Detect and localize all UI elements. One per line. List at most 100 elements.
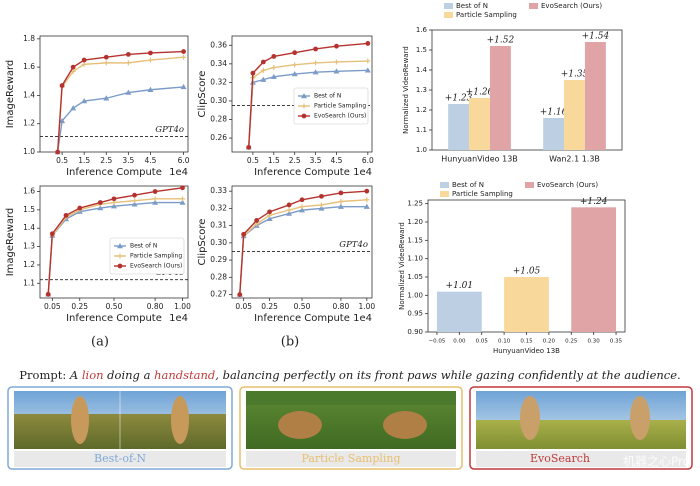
point [291,71,298,77]
point [338,199,344,205]
value-label: +1.26 [466,88,494,98]
point [250,70,256,76]
watermark: 机器之心Pro [623,455,690,469]
point [103,60,109,66]
value-label: +1.35 [561,70,589,80]
reference-label: GPT4o [155,125,184,135]
point [260,67,266,73]
y-tick-label: 0.30 [210,238,227,247]
point [246,144,252,150]
panel-label: EvoSearch [530,452,590,465]
panel-label: Best-of-N [94,452,146,465]
point [337,203,344,209]
prompt-text: , balancing perfectly on its front paws … [215,368,680,382]
point [125,51,131,57]
legend-label: Best of N [314,93,341,100]
legend-label: EvoSearch (Ours) [130,263,182,270]
point [286,207,292,213]
point [319,193,324,199]
label-strip [246,451,456,467]
x-tick-label: 3.5 [122,156,134,165]
point [271,65,277,71]
x-offset-label: 1e4 [169,313,188,324]
y-tick-label: 1.4 [416,66,428,74]
y-tick-label: 0.36 [210,40,227,49]
x-tick-label: HunyuanVideo 13B [441,155,518,164]
label-strip [14,451,226,467]
point [292,50,298,56]
panel-images [7,386,693,470]
y-tick-label: 1.3 [416,86,427,94]
y-tick-label: 0.28 [210,272,227,281]
x-tick-label: 4.5 [144,156,156,165]
y-tick-label: 1.2 [23,119,35,128]
point [148,50,153,56]
point [117,253,123,259]
legend-label: Particle Sampling [130,253,182,260]
series-line [56,86,184,153]
point [97,200,103,205]
y-tick-label: 1.0 [416,146,427,154]
point [81,98,88,104]
bar [504,277,549,332]
point [270,73,277,80]
x-tick-label: 0.80 [333,302,350,311]
point [333,59,339,65]
value-label: +1.05 [513,267,541,277]
point [286,210,293,216]
point [301,113,307,119]
point [117,263,123,269]
prompt-highlight: handstand [154,368,215,382]
point [97,205,104,211]
y-tick-label: 1.15 [407,236,423,244]
bar [584,42,606,150]
point [333,68,340,74]
x-axis-label: Inference Compute [254,167,350,178]
x-tick-label: 0.00 [453,339,466,345]
point [147,86,154,92]
point [318,202,324,208]
point [301,93,307,99]
point [318,205,325,211]
reference-label: GPT4o [339,240,368,250]
x-tick-label: 0.30 [588,339,601,345]
y-tick-label: 1.1 [416,126,427,134]
x-tick-label: 0.5 [56,156,68,165]
y-tick-label: 1.6 [23,62,35,71]
x-tick-label: 0.20 [543,339,556,345]
x-axis-label: Inference Compute [66,313,162,324]
point [299,204,305,210]
point [81,57,87,63]
point [254,218,260,223]
point [286,202,292,208]
x-tick-label: 0.35 [610,339,623,345]
plot-frame [39,35,189,153]
x-tick-label: 0.15 [520,339,533,345]
y-tick-label: 1.8 [23,34,35,43]
prompt: Prompt: A lion doing a handstand, balanc… [19,368,680,382]
value-label: +1.24 [580,197,608,207]
y-axis-label: Normalized VideoReward [402,46,410,134]
value-label: +1.23 [445,94,473,104]
lion [520,396,540,440]
legend-box [293,87,369,125]
point [301,103,307,109]
label-strip [476,451,686,467]
x-tick-label: 4.5 [331,156,343,165]
point [49,231,55,237]
prompt-text: doing a [104,368,155,382]
x-tick-label: 0.25 [565,339,578,345]
legend-label: Particle Sampling [452,190,513,198]
y-axis-label: ImageReward [5,208,16,277]
bar [469,98,490,150]
image-trees [246,391,456,405]
y-tick-label: 0.29 [210,255,227,264]
bar [436,291,482,332]
point [365,41,371,46]
y-tick-label: 0.90 [407,328,423,336]
x-tick-label: 6.0 [178,156,190,165]
x-axis-label: HunyuanVideo 13B [493,347,560,355]
point [364,67,371,73]
x-tick-label: 0.25 [261,302,278,311]
y-tick-label: 1.3 [23,242,35,251]
